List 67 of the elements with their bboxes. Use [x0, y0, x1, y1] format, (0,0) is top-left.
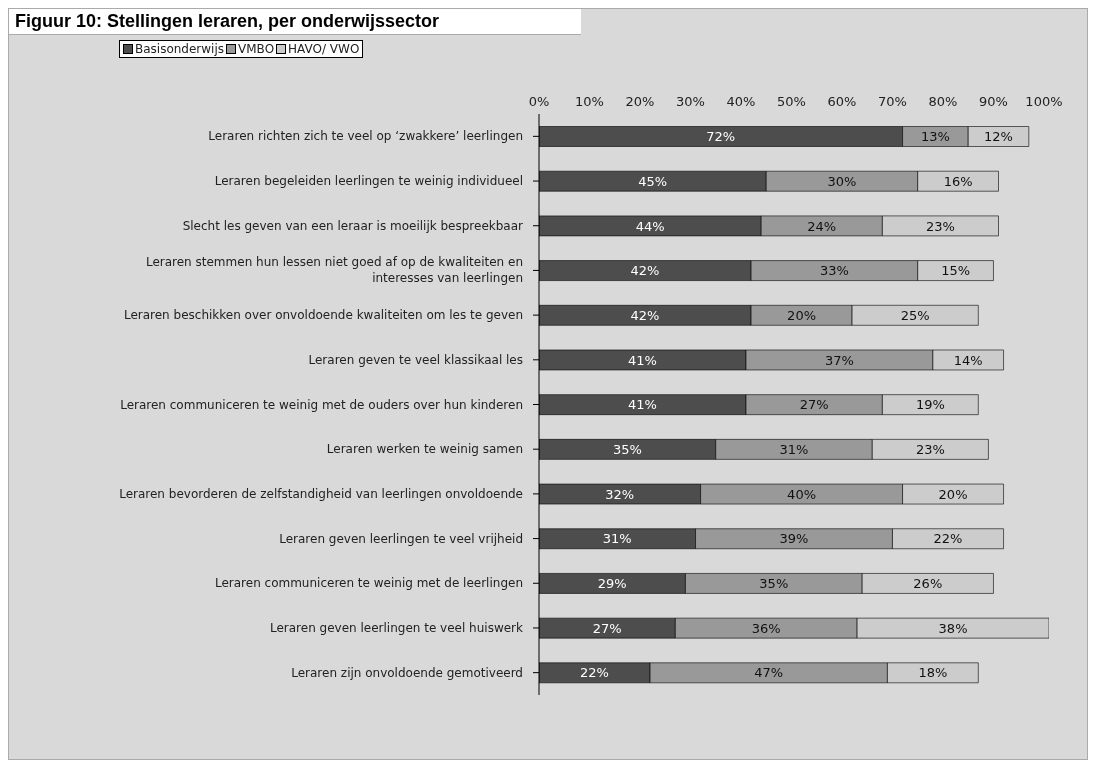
data-label: 44%: [635, 218, 665, 234]
y-tick-label: Leraren richten zich te veel op ‘zwakkere’ leerlingen: [208, 129, 523, 144]
data-label: 35%: [612, 441, 642, 457]
legend-label: Basisonderwijs: [135, 42, 225, 56]
data-label: 12%: [984, 129, 1013, 145]
data-label: 33%: [819, 263, 849, 279]
y-tick-label: Leraren bevorderen de zelfstandigheid van leerlingen onvoldoende: [119, 486, 523, 501]
legend-label: HAVO/ VWO: [288, 42, 360, 56]
y-tick-label: Leraren geven leerlingen te veel vrijheid: [279, 531, 523, 546]
data-label: 42%: [630, 263, 660, 279]
data-label: 31%: [602, 531, 632, 547]
x-tick-label: 50%: [777, 94, 806, 109]
data-label: 41%: [628, 352, 657, 368]
x-tick-label: 40%: [726, 94, 756, 109]
data-label: 23%: [925, 218, 955, 234]
data-label: 20%: [938, 486, 968, 502]
data-label: 40%: [787, 486, 817, 502]
y-tick-label: Leraren communiceren te weinig met de leerlingen: [214, 576, 523, 591]
y-tick-label: Leraren stemmen hun lessen niet goed af op de kwaliteiten en interesses van leerlingen: [145, 255, 523, 286]
x-tick-label: 0%: [528, 94, 550, 109]
x-tick-label: 30%: [676, 94, 705, 109]
x-tick-label: 90%: [979, 94, 1008, 109]
data-label: 37%: [824, 352, 854, 368]
y-tick-label: Leraren geven te veel klassikaal les: [308, 352, 523, 367]
x-tick-label: 70%: [878, 94, 907, 109]
data-label: 39%: [779, 531, 809, 547]
data-label: 20%: [787, 307, 817, 323]
x-tick-label: 20%: [625, 94, 655, 109]
data-label: 13%: [920, 129, 950, 145]
data-label: 42%: [630, 307, 660, 323]
data-label: 14%: [953, 352, 983, 368]
data-label: 41%: [628, 397, 657, 413]
data-label: 72%: [706, 129, 736, 145]
x-tick-label: 100%: [1025, 94, 1063, 109]
data-label: 31%: [779, 441, 809, 457]
x-tick-label: 60%: [827, 94, 857, 109]
data-label: 15%: [941, 263, 971, 279]
data-label: 27%: [799, 397, 829, 413]
data-label: 23%: [915, 441, 945, 457]
data-label: 16%: [943, 173, 973, 189]
data-label: 30%: [827, 173, 857, 189]
x-tick-label: 10%: [575, 94, 604, 109]
y-tick-label: Leraren beschikken over onvoldoende kwaliteiten om les te geven: [123, 308, 523, 323]
y-tick-label: Leraren begeleiden leerlingen te weinig individueel: [214, 174, 523, 189]
legend-label: VMBO: [238, 42, 275, 56]
data-label: 18%: [918, 665, 948, 681]
y-tick-label: Leraren zijn onvoldoende gemotiveerd: [291, 665, 523, 680]
data-label: 25%: [900, 307, 930, 323]
x-tick-label: 80%: [928, 94, 958, 109]
y-tick-label: Leraren communiceren te weinig met de ouders over hun kinderen: [120, 397, 523, 412]
data-label: 36%: [751, 620, 781, 636]
data-label: 45%: [638, 173, 668, 189]
y-tick-label: Slecht les geven van een leraar is moeilijk bespreekbaar: [182, 218, 524, 233]
data-label: 19%: [915, 397, 945, 413]
y-tick-label: Leraren werken te weinig samen: [326, 442, 523, 457]
data-label: 35%: [759, 576, 789, 592]
data-label: 24%: [807, 218, 837, 234]
data-label: 29%: [597, 576, 627, 592]
data-label: 32%: [605, 486, 635, 502]
text: Figuur 10: Stellingen leraren, per onderwijssector: [9, 9, 581, 35]
data-label: 27%: [592, 620, 622, 636]
data-label: 26%: [913, 576, 943, 592]
data-label: 22%: [580, 665, 609, 681]
data-label: 22%: [933, 531, 963, 547]
data-label: 47%: [754, 665, 784, 681]
data-label: 38%: [938, 620, 968, 636]
y-tick-label: Leraren geven leerlingen te veel huiswerk: [269, 620, 524, 635]
